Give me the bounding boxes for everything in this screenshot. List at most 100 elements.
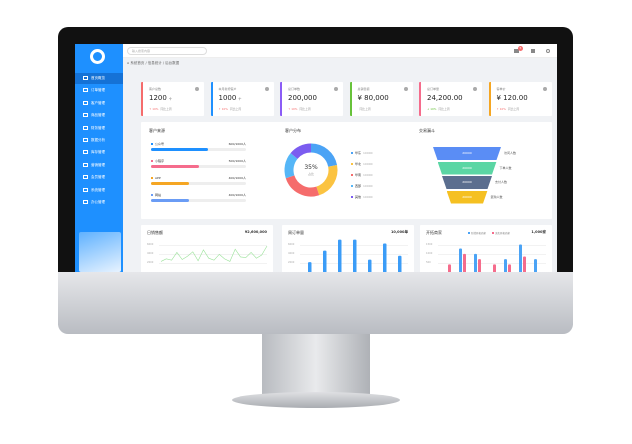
stat-value: 200,000 xyxy=(288,94,319,102)
sidebar-item-label: 营销管理 xyxy=(91,162,105,167)
gridline xyxy=(438,254,546,255)
chart-title: 周订单量 xyxy=(288,230,304,235)
sidebar-item-label: 订单管理 xyxy=(91,88,105,93)
progress-value: 600/1000人 xyxy=(228,142,246,146)
lock-icon[interactable] xyxy=(531,49,535,53)
info-icon[interactable] xyxy=(334,87,338,91)
funnel-stage: 20000 xyxy=(437,161,497,175)
monitor-chin xyxy=(58,272,573,334)
overview-panel: 客户来源 公众号 600/1000人 小程序 500/1000人 APP 400/1000… xyxy=(141,122,552,219)
gridline xyxy=(159,245,267,246)
trend-note: 同比上周 xyxy=(507,107,520,111)
info-icon[interactable] xyxy=(403,87,408,91)
notification-badge: 5 xyxy=(518,46,523,51)
trend-value: ↑ 10% xyxy=(496,107,506,111)
stat-value-number: 1200 xyxy=(149,94,167,102)
sidebar-item[interactable]: 首页概览 xyxy=(75,73,123,84)
sidebar-item[interactable]: 库存管理 xyxy=(75,147,123,158)
trend-note: 同比上周 xyxy=(438,107,450,111)
bar xyxy=(338,239,342,272)
chart-title: 日销售额 xyxy=(147,230,163,235)
sidebar-item[interactable]: 会员管理 xyxy=(75,172,123,183)
bar xyxy=(508,264,511,272)
y-tick-label: 1500 xyxy=(426,243,433,246)
funnel-label: 访问人数 xyxy=(504,151,517,155)
stat-title: 总订单量 xyxy=(427,87,440,91)
trend-note: 同比上周 xyxy=(299,107,311,111)
legend-dot xyxy=(351,152,353,154)
info-icon[interactable] xyxy=(473,87,477,91)
progress-header: 公众号 600/1000人 xyxy=(151,142,246,146)
sidebar-item-label: 系统管理 xyxy=(91,187,105,192)
funnel-stage: 20000 xyxy=(433,147,501,160)
sidebar-item[interactable]: 办公管理 xyxy=(75,197,123,208)
bar xyxy=(308,262,312,272)
breadcrumb-item[interactable]: / 信息统计 xyxy=(145,61,162,65)
legend-dot xyxy=(351,163,353,165)
sidebar-item-label: 会员管理 xyxy=(91,175,105,180)
donut-segment xyxy=(316,165,338,196)
y-tick-label: 6000 xyxy=(147,243,154,246)
progress-label-wrap: 公众号 xyxy=(151,142,164,146)
donut-legend-item: 西部 10000 xyxy=(351,184,373,188)
sidebar-item[interactable]: 商品管理 xyxy=(75,110,123,121)
sidebar-item[interactable]: 数据分析 xyxy=(75,135,123,146)
legend-dot xyxy=(151,177,153,179)
donut-center-value: 35% xyxy=(304,164,318,171)
progress-track xyxy=(151,165,246,168)
info-icon[interactable] xyxy=(542,87,547,91)
breadcrumb: ⌂ 系统首页 / 信息统计 / 后台数据 xyxy=(127,61,179,66)
progress-value: 400/1000人 xyxy=(228,193,246,197)
chart-legend-item: 新增开拓商家 xyxy=(468,231,486,235)
breadcrumb-item[interactable]: 系统首页 xyxy=(130,61,145,65)
stat-title: 本月新增客户 xyxy=(218,87,237,91)
sidebar-item-label: 客户管理 xyxy=(91,100,105,105)
y-tick-label: 4000 xyxy=(288,252,295,255)
donut-segment xyxy=(284,153,298,179)
donut-segment xyxy=(310,143,338,168)
stat-value-number: ¥ 120.00 xyxy=(496,94,528,102)
menu-icon xyxy=(83,76,88,80)
dashboard-screen: 首页概览订单管理客户管理商品管理财务管理数据分析库存管理营销管理会员管理系统管理… xyxy=(75,44,557,272)
bar xyxy=(383,243,387,272)
progress-track xyxy=(151,199,246,202)
legend-label: 华南 xyxy=(355,173,362,177)
sidebar-item-label: 办公管理 xyxy=(91,200,105,204)
info-icon[interactable] xyxy=(195,87,199,91)
sidebar-item[interactable]: 营销管理 xyxy=(75,160,123,171)
search-input[interactable]: 输入搜索内容 xyxy=(127,47,207,55)
gear-icon[interactable] xyxy=(546,49,550,53)
sidebar-item[interactable]: 客户管理 xyxy=(75,98,123,109)
chart-total: 10,000单 xyxy=(390,230,408,234)
menu-icon xyxy=(83,200,88,204)
stat-unit: 个 xyxy=(238,97,242,101)
sidebar-item[interactable]: 财务管理 xyxy=(75,123,123,134)
sidebar-item[interactable]: 系统管理 xyxy=(75,185,123,196)
info-icon[interactable] xyxy=(264,87,269,91)
progress-fill xyxy=(151,165,199,168)
trend-note: 同比上周 xyxy=(359,107,371,111)
stat-card: 总订单数 200,000 ↑ 10% 同比上周 xyxy=(280,82,343,116)
progress-label: 小程序 xyxy=(155,159,165,163)
progress-fill xyxy=(151,199,189,202)
y-tick-label: 500 xyxy=(426,261,431,264)
legend-dot xyxy=(351,185,353,187)
progress-row: 网站 400/1000人 xyxy=(151,193,246,202)
stat-title: 客单价 xyxy=(496,87,506,91)
bar xyxy=(463,253,466,272)
monitor-stand xyxy=(262,334,370,398)
stat-trend: ↑ 10% 同比上周 xyxy=(219,107,242,111)
stat-trend: ↓ 10% 同比上周 xyxy=(427,107,450,111)
bar xyxy=(534,259,537,272)
progress-value: 500/1000人 xyxy=(228,159,246,163)
stat-trend: 同比上周 xyxy=(358,107,371,111)
notification-icon[interactable] xyxy=(514,49,519,53)
sidebar-item-label: 财务管理 xyxy=(91,125,105,130)
donut-segment xyxy=(290,143,312,160)
chart-card: 日销售额 ¥2,600,000 6000 4000 2000 xyxy=(141,225,273,272)
sidebar-item[interactable]: 订单管理 xyxy=(75,85,123,96)
progress-value: 400/1000人 xyxy=(228,176,246,180)
trend-note: 同比上周 xyxy=(160,107,172,111)
bar xyxy=(398,255,402,272)
sidebar-item-label: 数据分析 xyxy=(91,138,105,142)
